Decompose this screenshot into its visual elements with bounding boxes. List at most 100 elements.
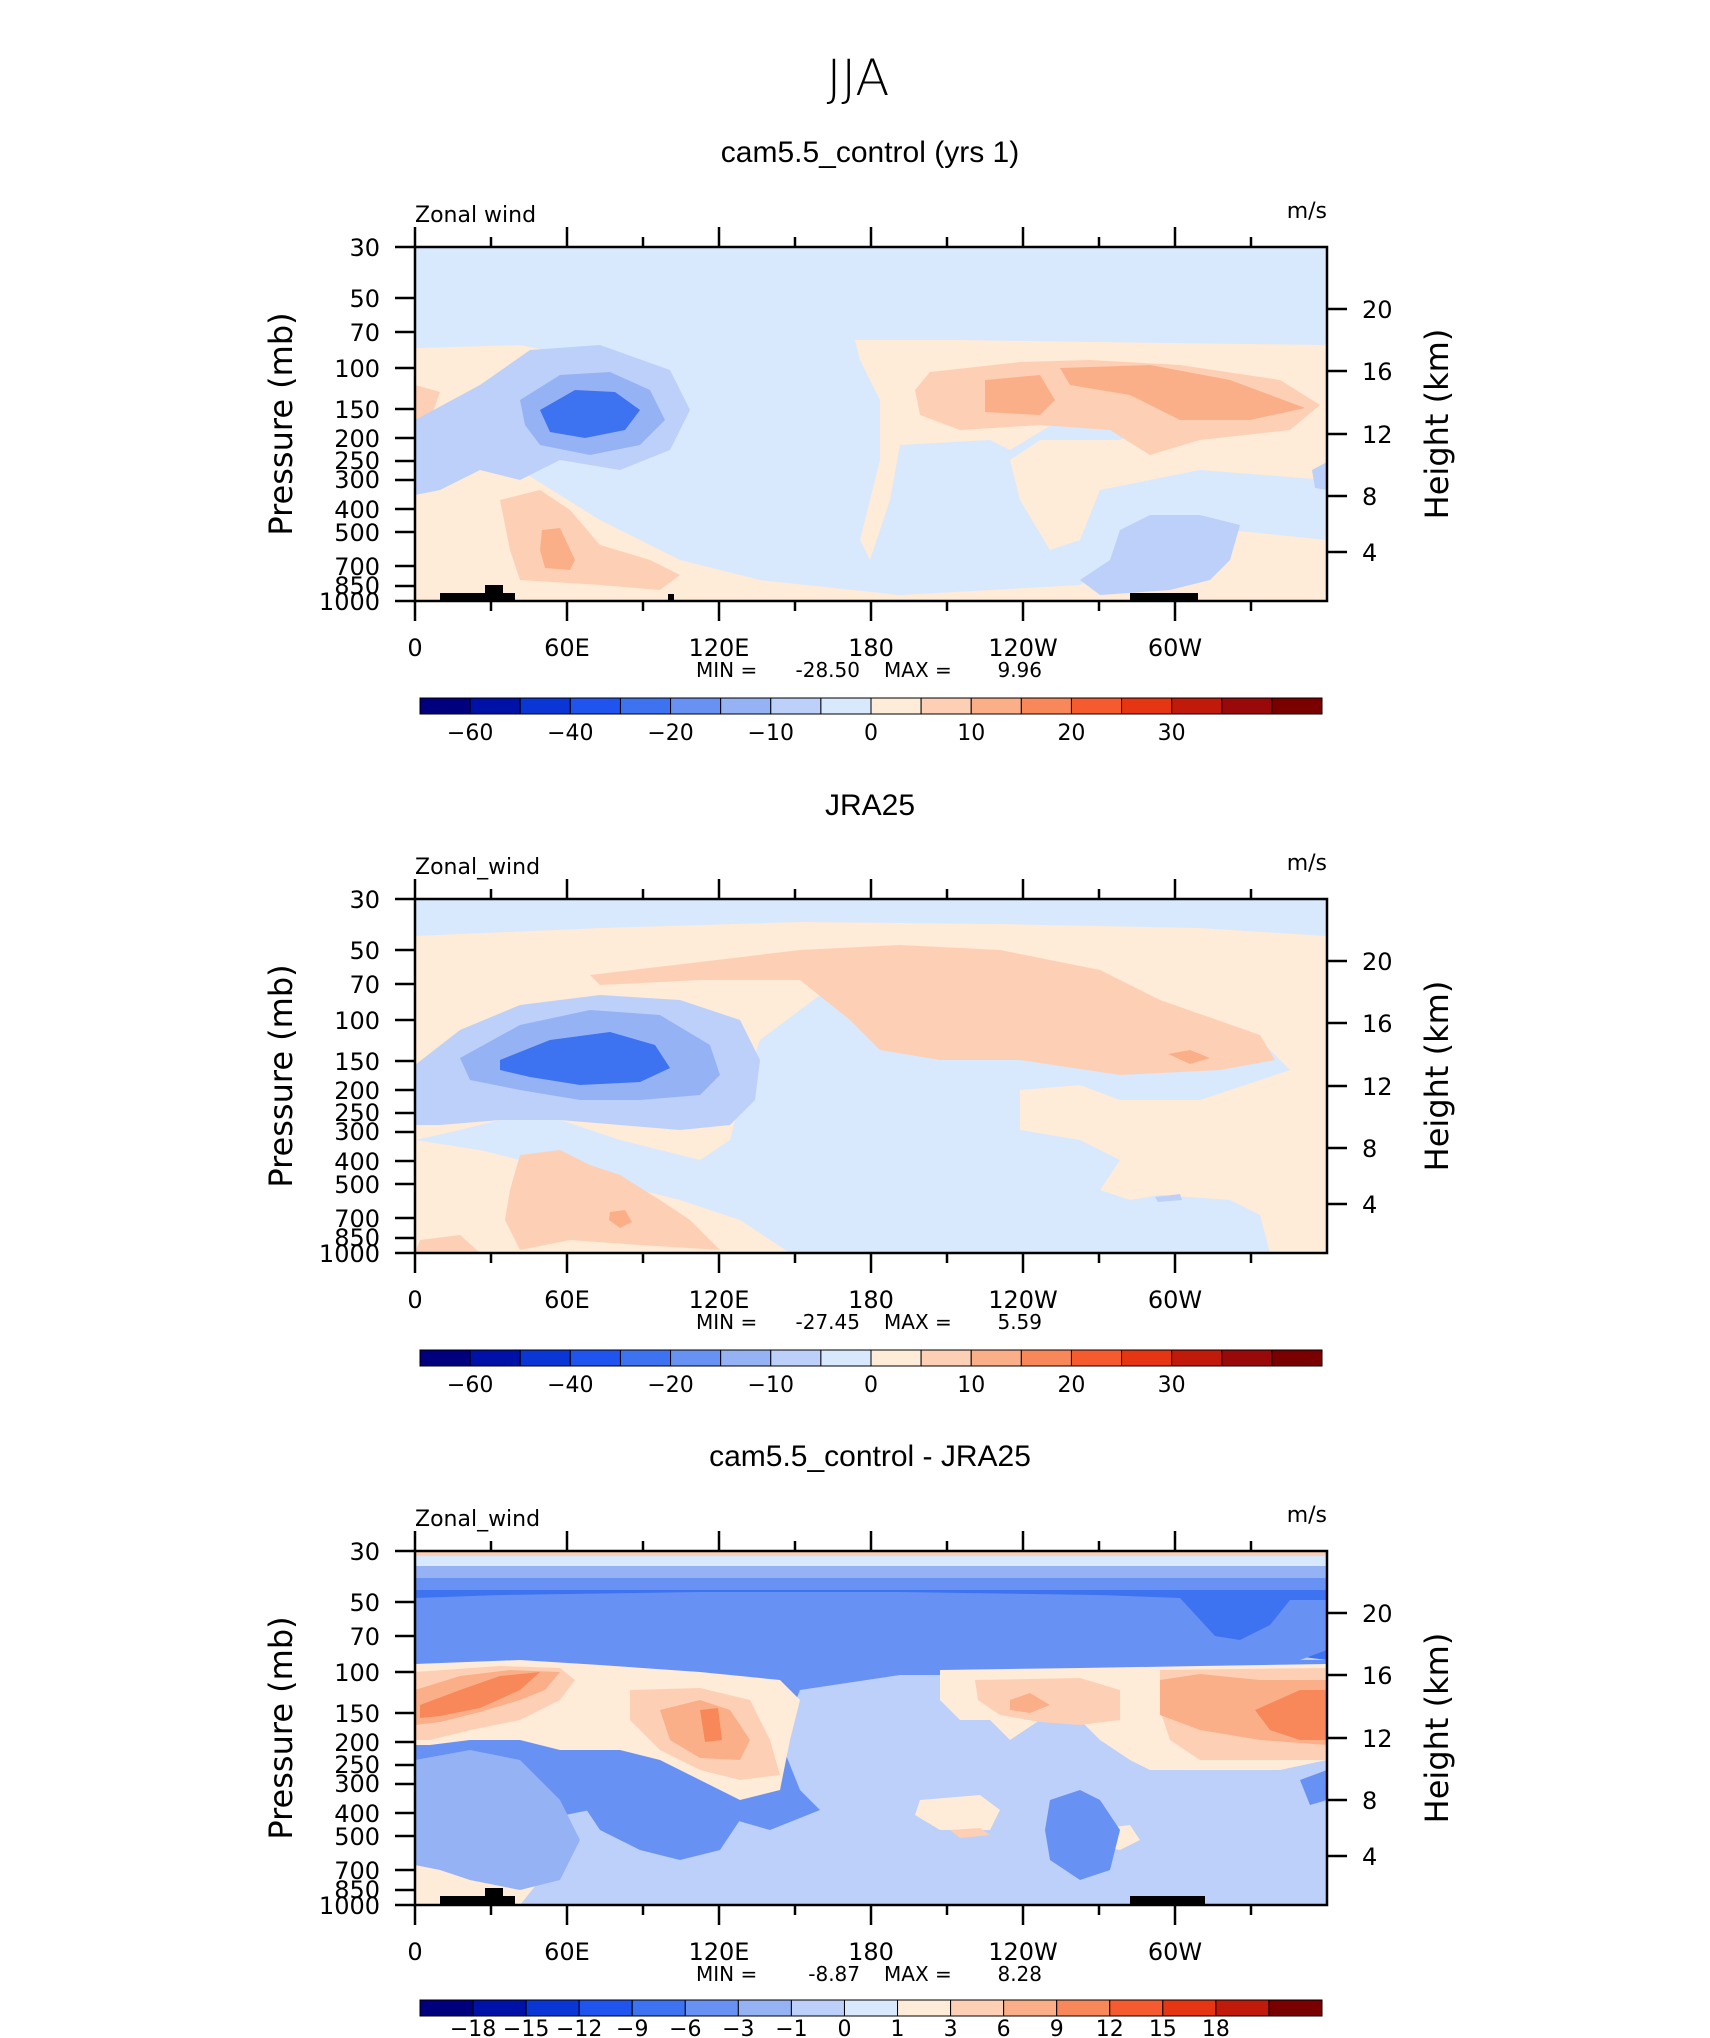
x-tick-label: 60W [1148, 634, 1202, 662]
colorbar-swatch [737, 1999, 792, 2017]
y2-tick-label: 8 [1362, 483, 1377, 511]
x-tick-labels: 0 60E 120E 180 120W 60W [407, 1286, 1202, 1314]
colorbar-label: −40 [547, 1373, 593, 1398]
figure-title: JJA [827, 49, 890, 107]
panel-title: JRA25 [825, 789, 915, 822]
colorbar-label: 1 [891, 2017, 905, 2038]
contour-fill [500, 1032, 670, 1085]
colorbar-swatch [1020, 1349, 1072, 1367]
contour-fill [415, 385, 440, 425]
top-ticks [413, 879, 1253, 899]
contour-fill [700, 1708, 722, 1742]
stats: MIN = -8.87 MAX = 8.28 [696, 1962, 1042, 1986]
y2-tick-label: 12 [1362, 1725, 1393, 1753]
colorbar-swatch [790, 1999, 845, 2017]
contour-fill [415, 1566, 1327, 1580]
y-tick-label: 50 [349, 285, 380, 313]
colorbar-label: 15 [1149, 2017, 1177, 2038]
contour-fill [415, 1578, 1327, 1592]
y-tick-label: 150 [334, 1700, 380, 1728]
contour-fill [505, 1150, 720, 1250]
y-tick-label: 250 [334, 447, 380, 475]
colorbar-label: 20 [1057, 721, 1085, 746]
x-tick-label: 0 [407, 1286, 422, 1314]
y-tick-label: 850 [334, 572, 380, 600]
contour-field [415, 1551, 1327, 1905]
colorbar-swatch [1221, 697, 1273, 715]
y2-tick-label: 20 [1362, 948, 1393, 976]
land-mask [440, 1888, 1205, 1905]
colorbar-label: −60 [447, 721, 493, 746]
y-tick-labels: 30 50 70 100 150 200 250 300 400 500 700… [319, 234, 380, 616]
contour-fill [540, 390, 640, 438]
colorbar-swatch [578, 1999, 633, 2017]
y-tick-label: 200 [334, 1077, 380, 1105]
y2-tick-labels: 20 16 12 8 4 [1362, 948, 1393, 1219]
y-tick-label: 850 [334, 1876, 380, 1904]
y-tick-label: 850 [334, 1224, 380, 1252]
x-tick-label: 60W [1148, 1286, 1202, 1314]
x-tick-label: 180 [848, 634, 894, 662]
colorbar: −18 −15 −12 −9 −6 −3 −1 0 1 3 6 9 12 15 18 [419, 1999, 1323, 2038]
max-label: MAX = [884, 658, 952, 682]
colorbar-swatch [950, 1999, 1005, 2017]
x-tick-labels: 0 60E 120E 180 120W 60W [407, 1938, 1202, 1966]
left-ticks [395, 1549, 415, 1907]
colorbar-label: −15 [503, 2017, 549, 2038]
colorbar-label: 30 [1158, 1373, 1186, 1398]
colorbar: −60 −40 −20 −10 0 10 20 30 [419, 697, 1323, 746]
y2-tick-labels: 20 16 12 8 4 [1362, 1600, 1393, 1871]
min-label: MIN = [696, 658, 757, 682]
panel-title: cam5.5_control - JRA25 [709, 1440, 1031, 1473]
max-value: 5.59 [997, 1310, 1042, 1334]
colorbar-swatch [1215, 1999, 1270, 2017]
colorbar-label: 3 [944, 2017, 958, 2038]
colorbar-swatch [472, 1999, 527, 2017]
panel-difference: cam5.5_control - JRA25 Zonal_wind m/s [262, 1440, 1456, 2038]
contour-fill [1168, 1050, 1210, 1064]
colorbar-label: 10 [957, 1373, 985, 1398]
colorbar-label: 0 [837, 2017, 851, 2038]
variable-label: Zonal_wind [415, 1507, 540, 1532]
colorbar-swatch [870, 697, 922, 715]
y2-tick-labels: 20 16 12 8 4 [1362, 296, 1393, 567]
colorbar-swatch [1221, 1349, 1273, 1367]
min-label: MIN = [696, 1962, 757, 1986]
contour-fill [609, 1210, 632, 1228]
colorbar-swatch [720, 697, 772, 715]
colorbar-label: 10 [957, 721, 985, 746]
colorbar-swatch [569, 697, 621, 715]
bottom-ticks [413, 601, 1253, 621]
colorbar-swatch [970, 1349, 1022, 1367]
contour-field [415, 899, 1327, 1253]
colorbar-swatch [820, 697, 872, 715]
colorbar-swatch [619, 1349, 672, 1367]
y-tick-label: 100 [334, 1659, 380, 1687]
max-value: 8.28 [997, 1962, 1042, 1986]
colorbar-swatch [1020, 697, 1072, 715]
right-ticks [1327, 1611, 1347, 1858]
x-tick-label: 0 [407, 1938, 422, 1966]
y-tick-label: 70 [349, 971, 380, 999]
left-ticks [395, 897, 415, 1255]
y2-tick-label: 4 [1362, 1843, 1377, 1871]
colorbar-swatch [720, 1349, 772, 1367]
colorbar-label: 12 [1096, 2017, 1124, 2038]
colorbar-label: −20 [647, 1373, 693, 1398]
colorbar-swatch [1070, 1349, 1123, 1367]
colorbar-swatch [1109, 1999, 1164, 2017]
colorbar-swatch [1162, 1999, 1217, 2017]
y2-tick-label: 20 [1362, 1600, 1393, 1628]
max-label: MAX = [884, 1962, 952, 1986]
contour-fill [540, 528, 575, 570]
contour-fill [1045, 1790, 1120, 1880]
colorbar-swatch [419, 1999, 474, 2017]
x-tick-label: 120E [689, 1286, 750, 1314]
x-tick-label: 60E [544, 634, 590, 662]
contour-fill [1080, 515, 1240, 595]
x-tick-label: 120W [988, 1938, 1058, 1966]
colorbar-swatch [1271, 697, 1323, 715]
colorbar-swatch [897, 1999, 952, 2017]
units-label: m/s [1287, 199, 1327, 224]
y-tick-label: 400 [334, 1800, 380, 1828]
